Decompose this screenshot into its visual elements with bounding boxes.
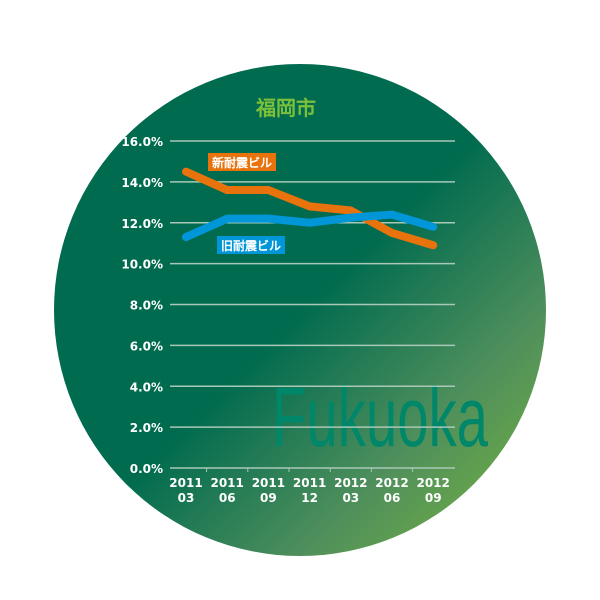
x-tick-label: 2012 03	[334, 476, 367, 505]
legend-label-1: 新耐震ビル	[208, 153, 276, 171]
background-circle	[54, 64, 546, 556]
y-tick-label: 6.0%	[130, 339, 163, 353]
y-tick-label: 4.0%	[130, 380, 163, 394]
legend-label-bg	[208, 153, 276, 171]
y-tick-label: 10.0%	[121, 258, 163, 272]
x-tick-label: 2011 09	[252, 476, 285, 505]
chart-title: 福岡市	[255, 96, 316, 120]
x-tick-label: 2012 06	[375, 476, 408, 505]
legend-label-2: 旧耐震ビル	[217, 236, 285, 254]
watermark-text: Fukuoka	[272, 370, 488, 464]
x-tick-label: 2011 03	[169, 476, 202, 505]
y-tick-label: 16.0%	[121, 135, 163, 149]
y-tick-label: 8.0%	[130, 299, 163, 313]
x-tick-label: 2011 12	[293, 476, 326, 505]
x-tick-label: 2012 09	[416, 476, 449, 505]
legend-label-text: 新耐震ビル	[212, 155, 272, 170]
y-tick-label: 0.0%	[130, 462, 163, 476]
y-tick-label: 12.0%	[121, 217, 163, 231]
y-tick-label: 14.0%	[121, 176, 163, 190]
x-tick-label: 2011 06	[210, 476, 243, 505]
legend-label-bg	[217, 236, 285, 254]
y-tick-label: 2.0%	[130, 421, 163, 435]
legend-label-text: 旧耐震ビル	[221, 238, 281, 253]
